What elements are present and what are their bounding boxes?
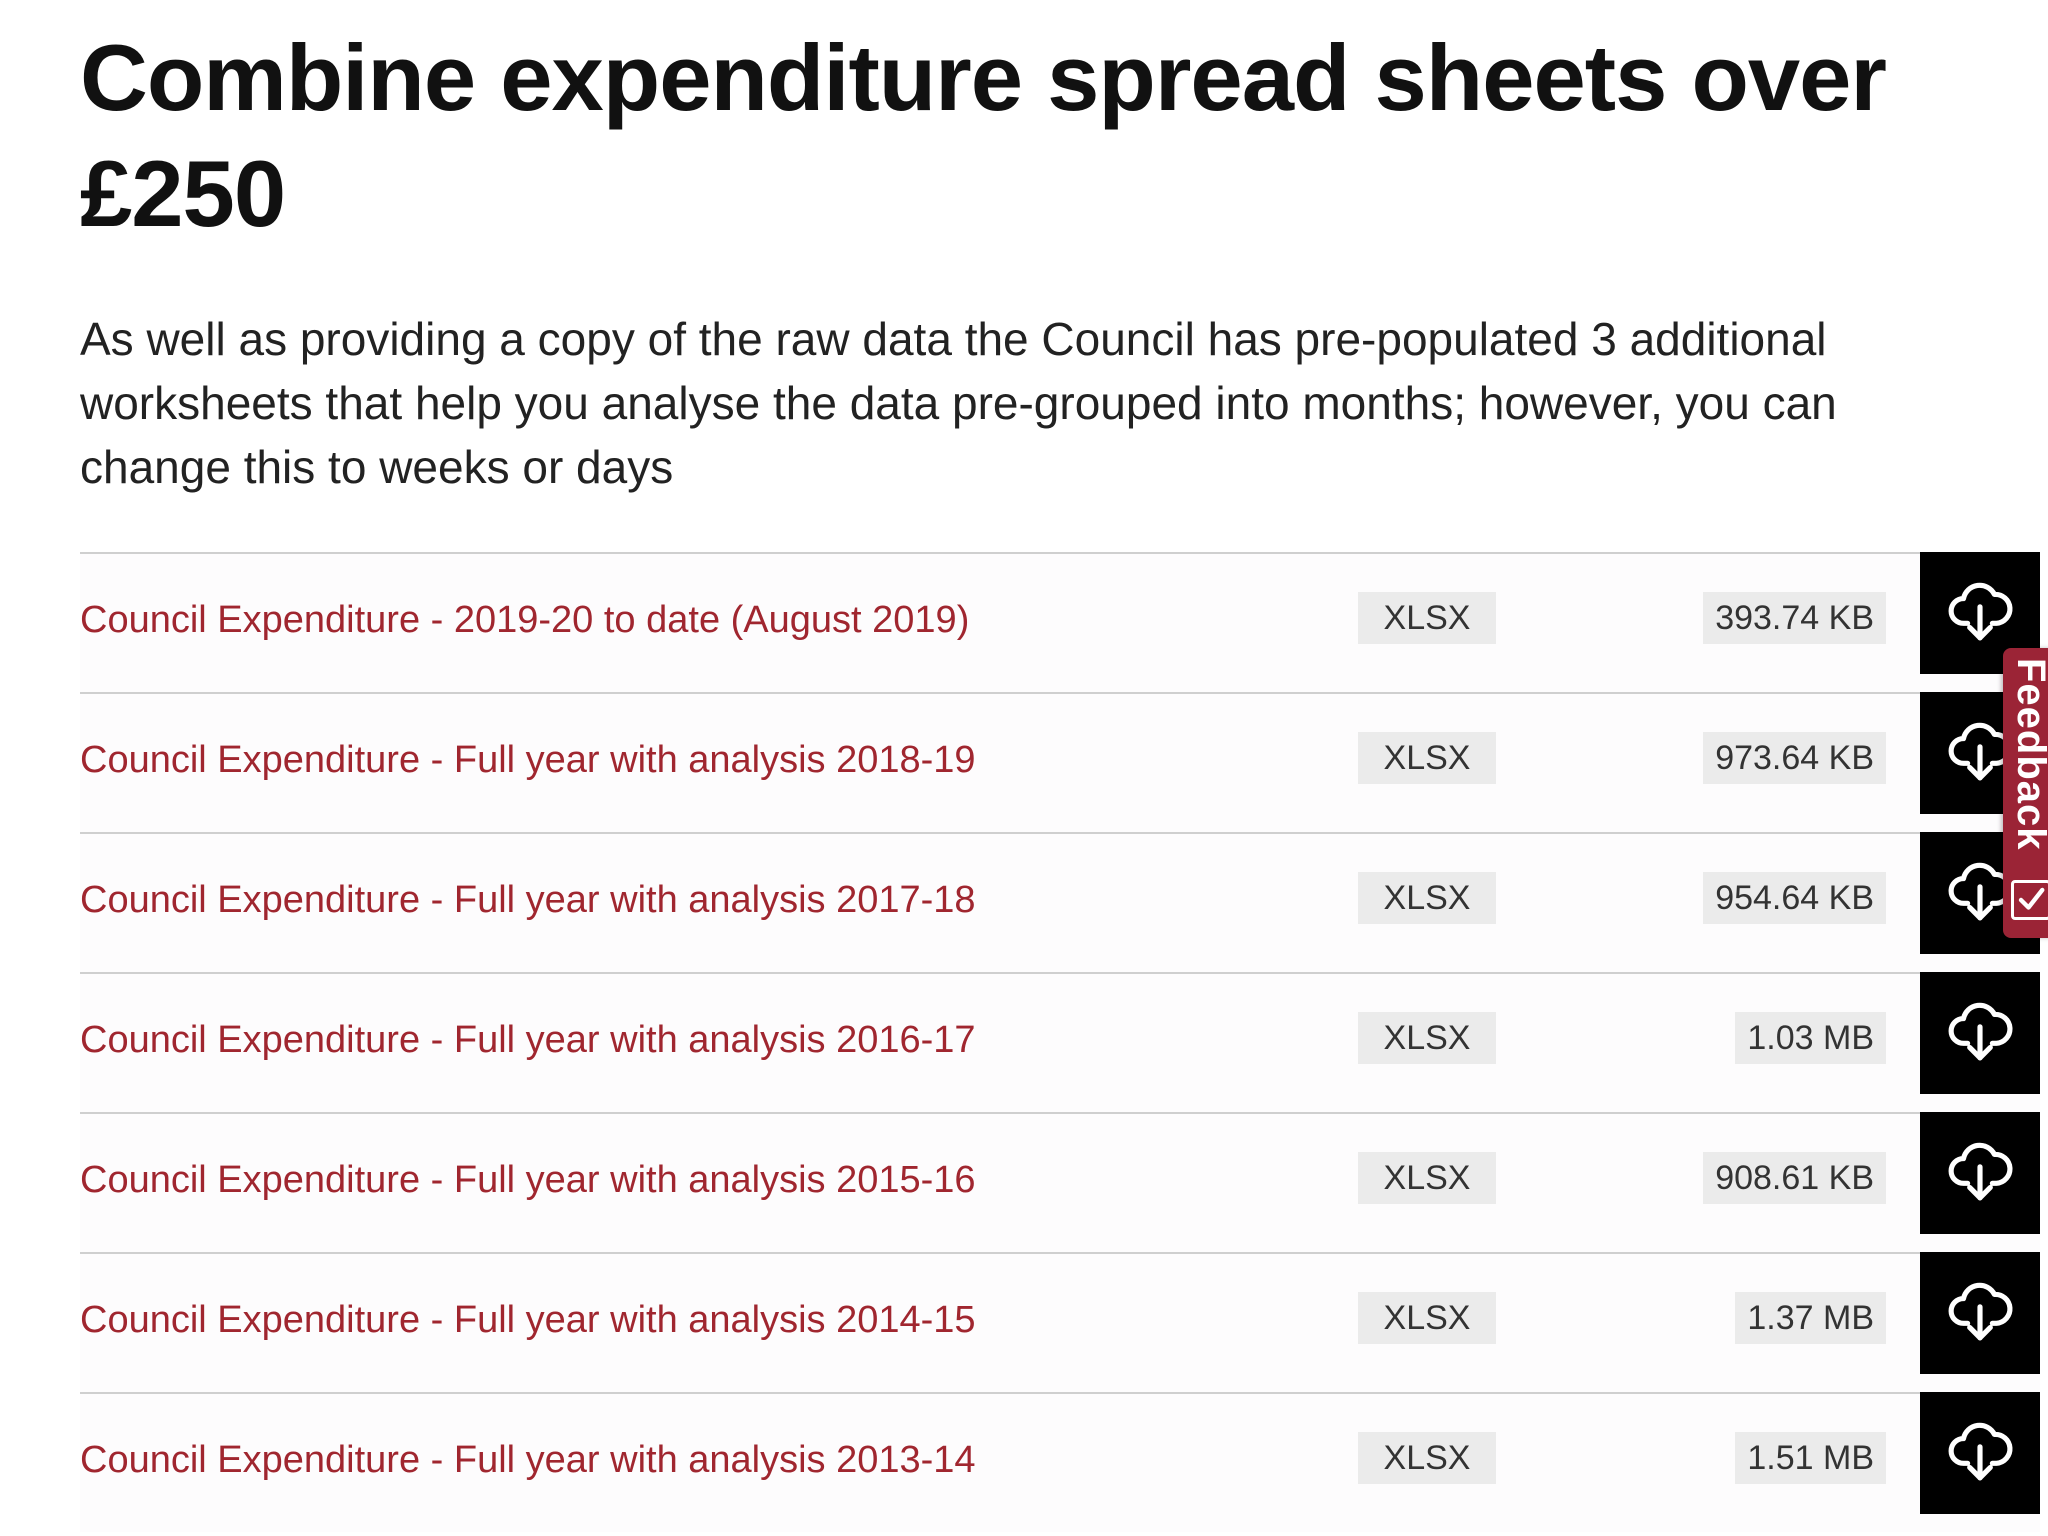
file-link[interactable]: Council Expenditure - Full year with ana… <box>80 1159 976 1201</box>
file-type-badge: XLSX <box>1358 872 1496 924</box>
file-type-badge: XLSX <box>1358 1292 1496 1344</box>
file-row: Council Expenditure - Full year with ana… <box>80 692 2040 832</box>
file-link[interactable]: Council Expenditure - Full year with ana… <box>80 1439 976 1481</box>
download-button[interactable] <box>1920 1392 2040 1514</box>
file-link[interactable]: Council Expenditure - Full year with ana… <box>80 879 976 921</box>
file-type-badge: XLSX <box>1358 592 1496 644</box>
file-size-badge: 973.64 KB <box>1703 732 1886 784</box>
file-row: Council Expenditure - Full year with ana… <box>80 1112 2040 1252</box>
intro-paragraph: As well as providing a copy of the raw d… <box>80 313 1837 493</box>
download-button[interactable] <box>1920 1252 2040 1374</box>
cloud-download-icon <box>1948 582 2013 641</box>
file-type-badge: XLSX <box>1358 732 1496 784</box>
cloud-download-icon <box>1948 1002 2013 1061</box>
file-type-badge: XLSX <box>1358 1152 1496 1204</box>
file-size-badge: 908.61 KB <box>1703 1152 1886 1204</box>
file-row: Council Expenditure - 2019-20 to date (A… <box>80 552 2040 692</box>
download-button[interactable] <box>1920 1112 2040 1234</box>
file-list: Council Expenditure - 2019-20 to date (A… <box>80 552 2040 1532</box>
file-size-badge: 1.03 MB <box>1735 1012 1886 1064</box>
cloud-download-icon <box>1948 1282 2013 1341</box>
file-link[interactable]: Council Expenditure - Full year with ana… <box>80 1019 976 1061</box>
file-row: Council Expenditure - Full year with ana… <box>80 1392 2040 1532</box>
file-row: Council Expenditure - Full year with ana… <box>80 1252 2040 1392</box>
download-button[interactable] <box>1920 552 2040 674</box>
file-link[interactable]: Council Expenditure - Full year with ana… <box>80 1299 976 1341</box>
content-area: Combine expenditure spread sheets over £… <box>80 0 2040 1532</box>
feedback-label: Feedback <box>2009 658 2048 851</box>
cloud-download-icon <box>1948 1422 2013 1481</box>
file-type-badge: XLSX <box>1358 1432 1496 1484</box>
checkbox-check-icon <box>2011 880 2048 920</box>
download-button[interactable] <box>1920 972 2040 1094</box>
file-link[interactable]: Council Expenditure - Full year with ana… <box>80 739 976 781</box>
file-size-badge: 393.74 KB <box>1703 592 1886 644</box>
file-size-badge: 954.64 KB <box>1703 872 1886 924</box>
page-title: Combine expenditure spread sheets over £… <box>80 25 1887 246</box>
file-row: Council Expenditure - Full year with ana… <box>80 972 2040 1112</box>
file-link[interactable]: Council Expenditure - 2019-20 to date (A… <box>80 599 970 641</box>
cloud-download-icon <box>1948 1142 2013 1201</box>
file-size-badge: 1.51 MB <box>1735 1432 1886 1484</box>
feedback-tab[interactable]: Feedback <box>2003 648 2048 938</box>
file-row: Council Expenditure - Full year with ana… <box>80 832 2040 972</box>
file-type-badge: XLSX <box>1358 1012 1496 1064</box>
file-size-badge: 1.37 MB <box>1735 1292 1886 1344</box>
